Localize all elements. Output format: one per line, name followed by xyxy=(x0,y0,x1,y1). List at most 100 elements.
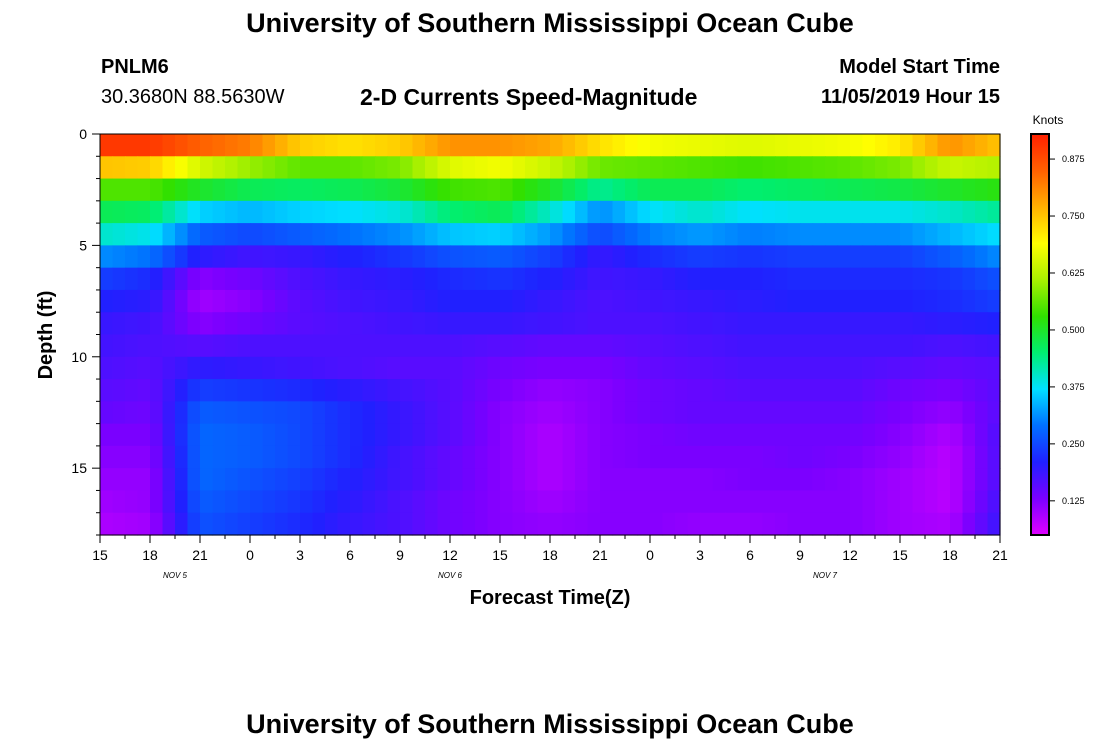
heatmap-cell xyxy=(112,490,126,514)
x-tick-label: 0 xyxy=(246,547,254,563)
heatmap-cell xyxy=(687,245,701,269)
heatmap-cell xyxy=(187,356,201,380)
heatmap-cell xyxy=(112,134,126,157)
heatmap-cell xyxy=(437,512,451,536)
heatmap-cell xyxy=(437,445,451,469)
heatmap-cell xyxy=(600,156,614,180)
heatmap-cell xyxy=(187,468,201,492)
heatmap-cell xyxy=(925,468,939,492)
heatmap-cell xyxy=(425,334,439,358)
heatmap-cell xyxy=(937,223,951,246)
heatmap-cell xyxy=(162,267,176,291)
heatmap-cell xyxy=(500,445,514,469)
heatmap-cell xyxy=(950,267,964,291)
heatmap-cell xyxy=(550,200,564,224)
heatmap-cell xyxy=(275,200,289,224)
heatmap-cell xyxy=(650,178,664,202)
heatmap-cell xyxy=(900,401,914,425)
heatmap-cell xyxy=(425,245,439,269)
heatmap-cell xyxy=(325,312,339,336)
heatmap-cell xyxy=(100,423,114,447)
heatmap-cell xyxy=(150,289,164,313)
heatmap-cell xyxy=(875,245,889,269)
heatmap-cell xyxy=(775,156,789,180)
heatmap-cell xyxy=(225,512,239,536)
heatmap-cell xyxy=(375,289,389,313)
heatmap-cell xyxy=(412,200,426,224)
heatmap-cell xyxy=(800,200,814,224)
heatmap-cell xyxy=(400,289,414,313)
heatmap-cell xyxy=(612,156,626,180)
heatmap-cell xyxy=(787,401,801,425)
heatmap-cell xyxy=(100,379,114,402)
heatmap-cell xyxy=(137,401,151,425)
heatmap-cell xyxy=(850,423,864,447)
heatmap-cell xyxy=(712,401,726,425)
heatmap-cell xyxy=(562,267,576,291)
heatmap-cell xyxy=(487,445,501,469)
heatmap-cell xyxy=(525,267,539,291)
heatmap-cell xyxy=(425,178,439,202)
station-id: PNLM6 xyxy=(101,56,169,78)
heatmap-cell xyxy=(200,223,214,246)
heatmap-cell xyxy=(300,267,314,291)
heatmap-cell xyxy=(275,134,289,157)
heatmap-cell xyxy=(650,245,664,269)
heatmap-cell xyxy=(787,423,801,447)
x-tick-label: 6 xyxy=(746,547,754,563)
heatmap-cell xyxy=(712,200,726,224)
x-tick-label: 15 xyxy=(892,547,908,563)
heatmap-cell xyxy=(675,334,689,358)
heatmap-cell xyxy=(400,356,414,380)
page-title: University of Southern Mississippi Ocean… xyxy=(246,8,854,38)
heatmap-cell xyxy=(200,289,214,313)
heatmap-cell xyxy=(750,512,764,536)
heatmap-cell xyxy=(587,134,601,157)
heatmap-cell xyxy=(525,223,539,246)
heatmap-cell xyxy=(262,401,276,425)
heatmap-cell xyxy=(875,379,889,402)
heatmap-cell xyxy=(225,468,239,492)
heatmap-cell xyxy=(950,245,964,269)
heatmap-cell xyxy=(300,312,314,336)
heatmap-cell xyxy=(512,512,526,536)
heatmap-cell xyxy=(862,223,876,246)
heatmap-cell xyxy=(262,200,276,224)
heatmap-cell xyxy=(125,223,139,246)
heatmap-cell xyxy=(125,289,139,313)
heatmap-cell xyxy=(825,512,839,536)
plot-title: 2-D Currents Speed-Magnitude xyxy=(360,84,698,110)
heatmap-cell xyxy=(387,200,401,224)
heatmap-cell xyxy=(825,223,839,246)
heatmap-cell xyxy=(762,245,776,269)
heatmap-cell xyxy=(400,267,414,291)
heatmap-cell xyxy=(550,379,564,402)
heatmap-cell xyxy=(237,134,251,157)
heatmap-cell xyxy=(750,134,764,157)
heatmap-cell xyxy=(362,312,376,336)
heatmap-cell xyxy=(500,312,514,336)
heatmap-cell xyxy=(725,200,739,224)
heatmap-cell xyxy=(337,178,351,202)
heatmap-cell xyxy=(837,490,851,514)
heatmap-cell xyxy=(750,401,764,425)
heatmap-cell xyxy=(162,379,176,402)
heatmap-cell xyxy=(262,356,276,380)
heatmap-cell xyxy=(450,267,464,291)
heatmap-cell xyxy=(137,178,151,202)
heatmap-cell xyxy=(337,423,351,447)
heatmap-cell xyxy=(600,490,614,514)
heatmap-cell xyxy=(587,178,601,202)
heatmap-cell xyxy=(900,468,914,492)
heatmap-cell xyxy=(212,200,226,224)
y-tick-label: 5 xyxy=(79,237,87,253)
heatmap-cell xyxy=(762,312,776,336)
heatmap-cell xyxy=(637,223,651,246)
heatmap-cell xyxy=(275,334,289,358)
heatmap-cell xyxy=(762,490,776,514)
heatmap-cell xyxy=(887,267,901,291)
heatmap-cell xyxy=(287,245,301,269)
heatmap-cell xyxy=(925,289,939,313)
heatmap-cell xyxy=(312,490,326,514)
heatmap-cell xyxy=(962,289,976,313)
